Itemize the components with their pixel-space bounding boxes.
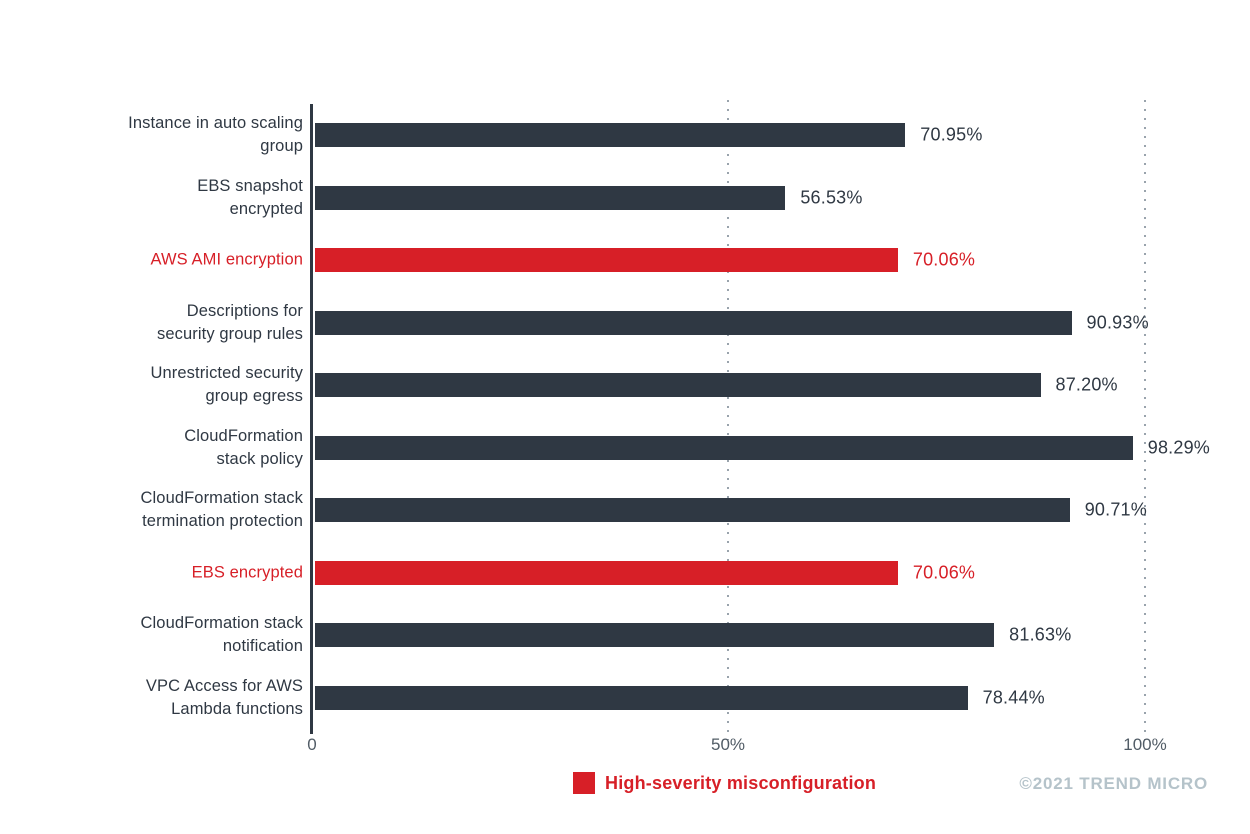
value-label: 90.93%: [1086, 312, 1149, 333]
value-label: 98.29%: [1147, 437, 1211, 458]
legend-high-severity-swatch-icon: [573, 772, 595, 794]
bar-row: Instance in auto scaling group 70.95%: [0, 104, 1250, 167]
value-label: 70.06%: [912, 562, 976, 583]
bar-row: CloudFormation stack policy 98.29%: [0, 416, 1250, 479]
bar-row: EBS snapshot encrypted 56.53%: [0, 166, 1250, 229]
category-label: VPC Access for AWS Lambda functions: [145, 676, 303, 718]
category-label: Descriptions for security group rules: [157, 301, 303, 343]
bar-row: AWS AMI encryption 70.06%: [0, 229, 1250, 292]
category-label: CloudFormation stack policy: [184, 426, 303, 468]
bar: [315, 123, 906, 148]
legend-label: High-severity misconfiguration: [605, 772, 877, 793]
category-label: AWS AMI encryption: [150, 250, 303, 269]
x-tick-0: 0: [307, 735, 317, 754]
bar-row: Unrestricted security group egress 87.20%: [0, 354, 1250, 417]
bar-row: CloudFormation stack termination protect…: [0, 479, 1250, 542]
gridline-50-percent: [727, 100, 729, 740]
x-tick-100: 100%: [1123, 735, 1167, 754]
category-label: Unrestricted security group egress: [150, 364, 303, 406]
bar: [315, 373, 1041, 398]
gridline-100-percent: [1144, 100, 1146, 740]
value-label: 70.06%: [912, 249, 976, 270]
bar: [315, 310, 1072, 335]
bar: [315, 498, 1070, 523]
y-axis-line: [310, 104, 313, 734]
bar: [315, 623, 995, 648]
category-label: EBS encrypted: [191, 563, 303, 582]
legend: High-severity misconfiguration: [573, 772, 876, 794]
value-label: 56.53%: [800, 187, 863, 208]
bar-high-severity: [315, 248, 898, 273]
bar: [315, 685, 968, 710]
category-label: CloudFormation stack notification: [140, 614, 303, 656]
category-label: Instance in auto scaling group: [128, 114, 303, 156]
bar-high-severity: [315, 560, 898, 585]
category-label: CloudFormation stack termination protect…: [140, 489, 303, 531]
bar-row: Descriptions for security group rules 90.…: [0, 291, 1250, 354]
x-tick-50: 50%: [710, 735, 746, 754]
value-label: 90.71%: [1084, 499, 1147, 520]
value-label: 78.44%: [982, 687, 1045, 708]
value-label: 87.20%: [1055, 374, 1118, 395]
value-label: 70.95%: [920, 124, 983, 145]
bar-row: EBS encrypted 70.06%: [0, 541, 1250, 604]
bar-row: VPC Access for AWS Lambda functions 78.44…: [0, 666, 1250, 729]
bar: [315, 185, 786, 210]
value-label: 81.63%: [1009, 624, 1072, 645]
category-label: EBS snapshot encrypted: [197, 176, 303, 218]
copyright-text: ©2021 TREND MICRO: [1019, 774, 1208, 793]
bar: [315, 435, 1133, 460]
bar-row: CloudFormation stack notification 81.63%: [0, 604, 1250, 667]
